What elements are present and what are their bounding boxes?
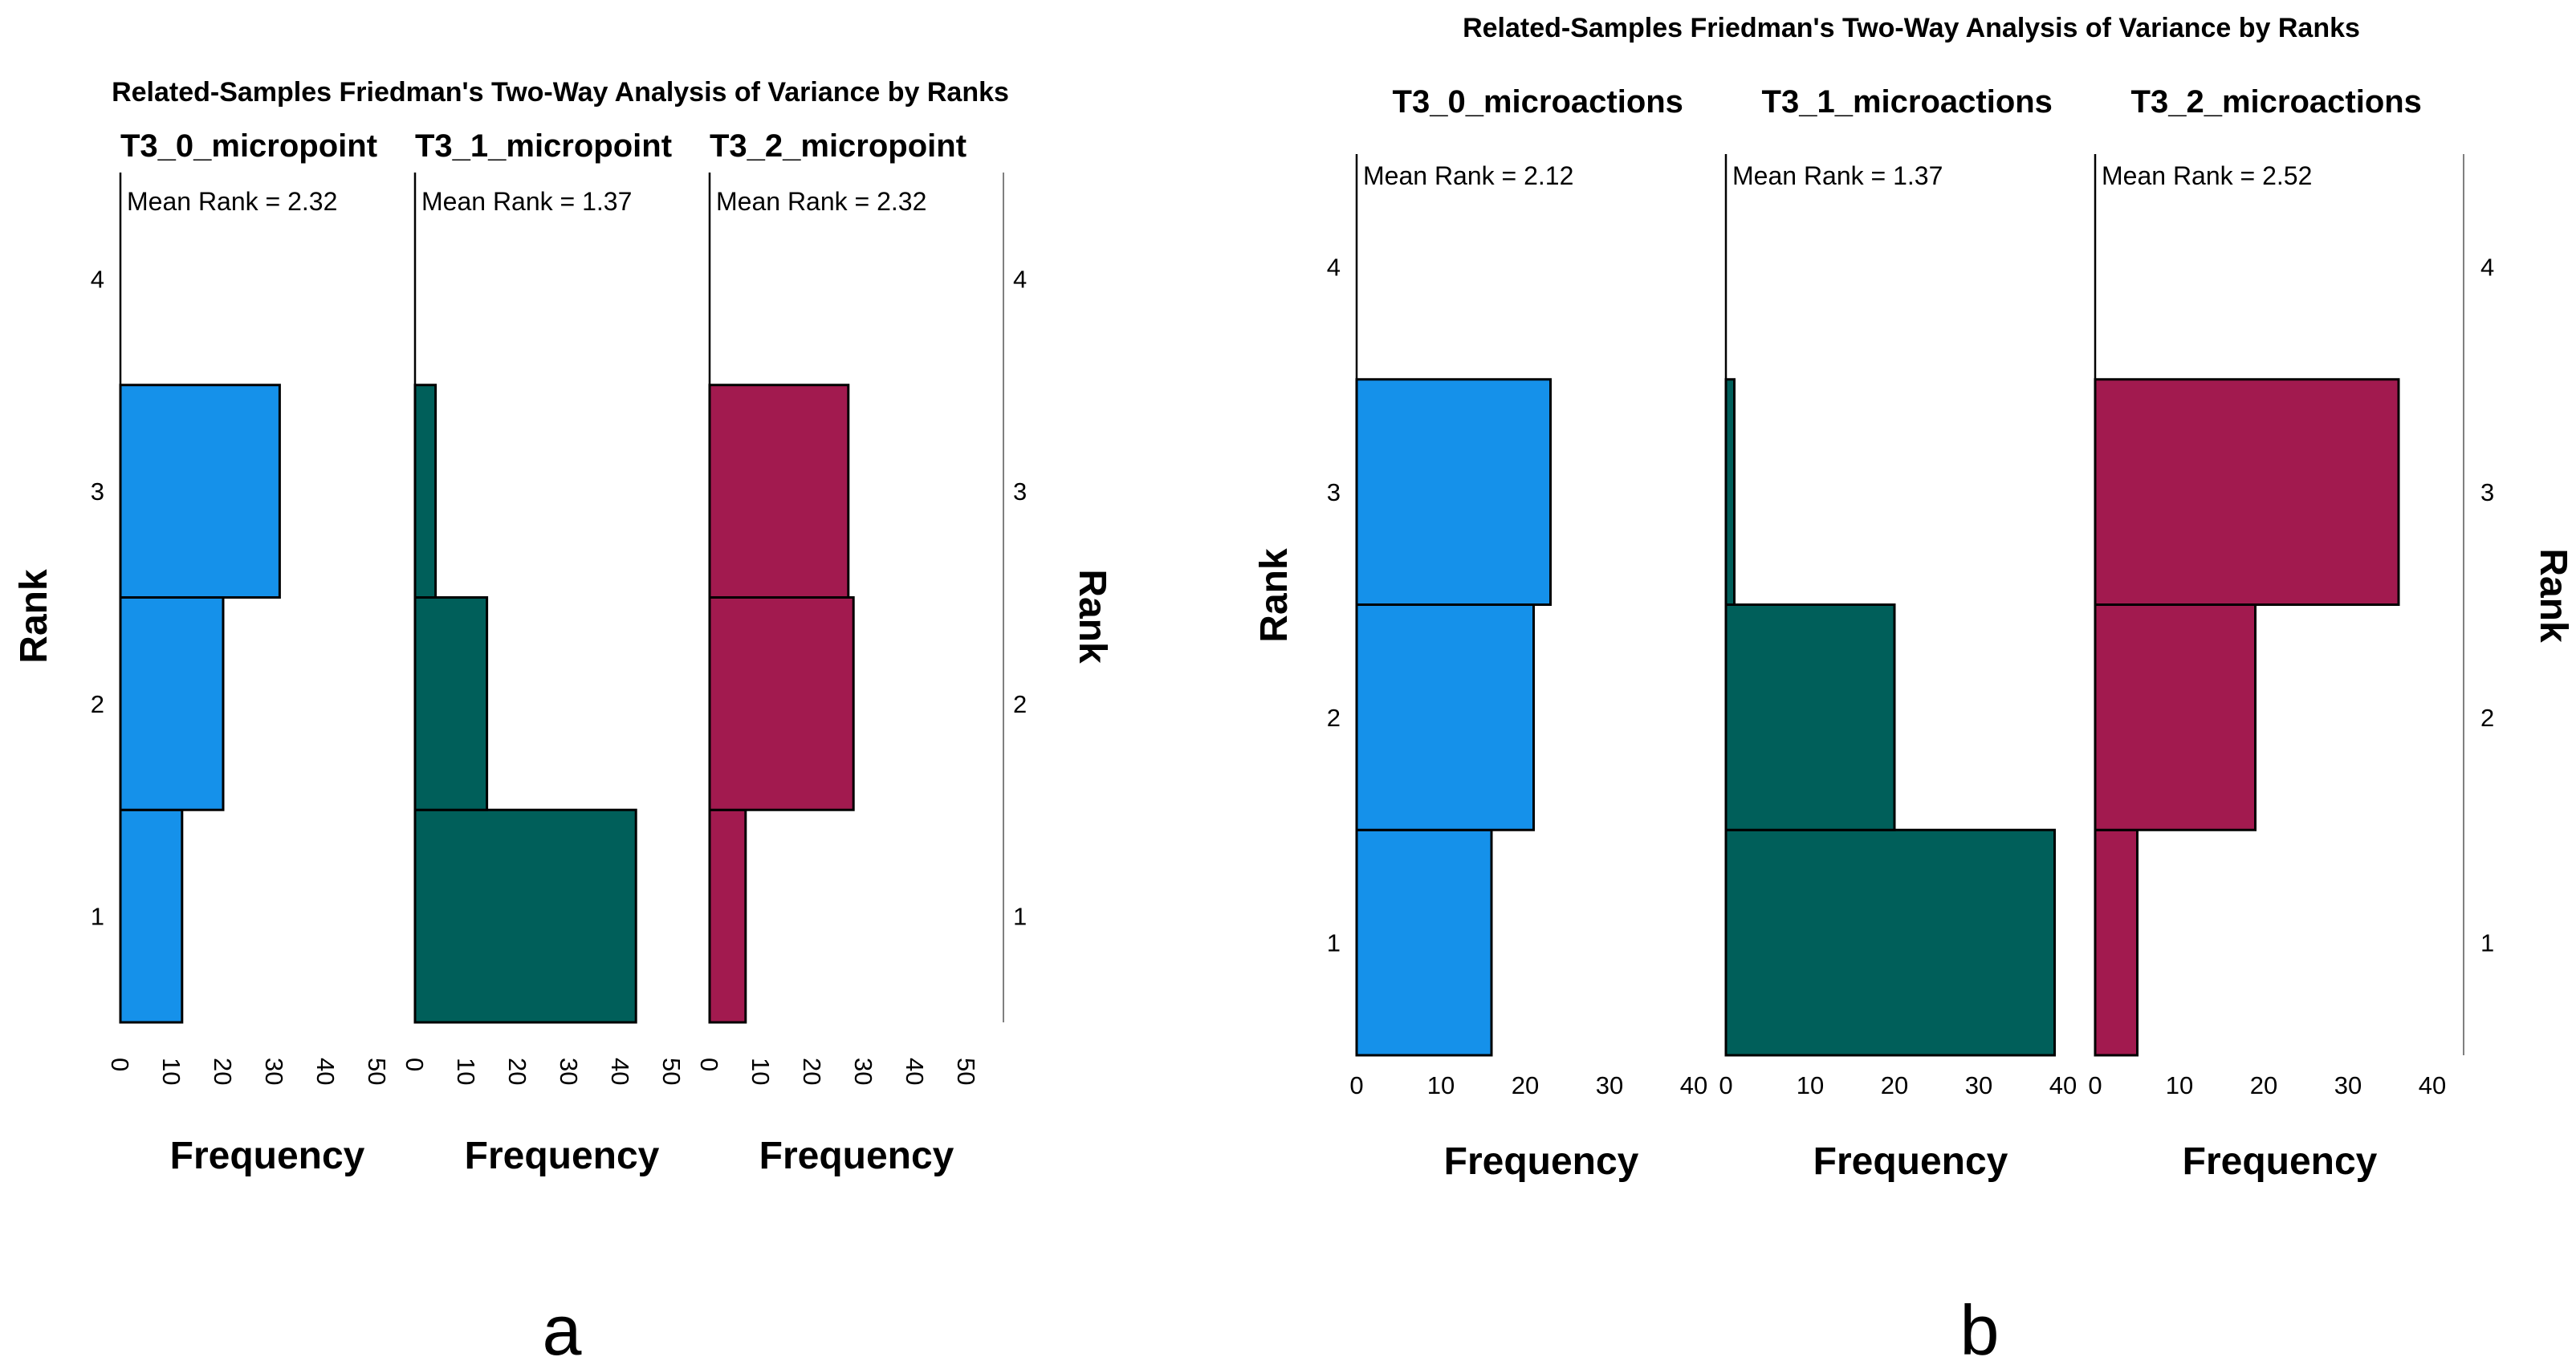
bar-T3_0_microactions-rank-1 [1355,828,1493,1057]
rank-tick-label-right: 4 [1013,265,1027,293]
x-axis-label: Frequency [170,1135,365,1177]
rank-tick-label: 4 [91,265,104,293]
x-tick-label: 50 [657,1058,686,1085]
mean-rank-label: Mean Rank = 2.32 [716,187,926,216]
x-tick-label: 20 [2250,1071,2277,1099]
bar-T3_2_micropoint-rank-2 [708,596,855,811]
x-tick-label: 30 [1965,1071,1992,1099]
rank-tick-label-right: 1 [1013,903,1027,931]
y-axis-label: Rank [13,569,55,664]
bar-T3_2_micropoint-rank-1 [708,808,747,1024]
x-tick-label: 50 [952,1058,980,1085]
bar-T3_1_microactions-rank-1 [1724,828,2056,1057]
x-tick-label: 30 [260,1058,288,1085]
rank-tick-label-right: 3 [2480,478,2494,506]
x-tick-label: 40 [901,1058,929,1085]
x-tick-label: 10 [747,1058,775,1085]
series-header: T3_2_micropoint [710,128,967,164]
rank-tick-label: 3 [1327,478,1341,506]
x-tick-label: 40 [1680,1071,1707,1099]
rank-tick-label: 2 [91,690,104,718]
rank-tick-label-right: 2 [1013,690,1027,718]
series-header: T3_1_micropoint [415,128,672,164]
rank-tick-label-right: 3 [1013,477,1027,506]
rank-tick-label: 4 [1327,253,1341,281]
bar-T3_2_microactions-rank-1 [2094,828,2139,1057]
x-tick-label: 20 [798,1058,826,1085]
x-tick-label: 10 [1427,1071,1455,1099]
rank-tick-label-right: 1 [2480,929,2494,957]
x-tick-label: 30 [849,1058,877,1085]
x-axis-label: Frequency [465,1135,660,1177]
x-tick-label: 30 [555,1058,583,1085]
bar-T3_0_micropoint-rank-1 [119,808,184,1024]
chart-title: Related-Samples Friedman's Two-Way Analy… [112,77,1009,108]
series-header: T3_2_microactions [2131,84,2422,120]
series-header: T3_1_microactions [1762,84,2053,120]
bar-T3_1_micropoint-rank-1 [413,808,637,1024]
x-tick-label: 40 [606,1058,634,1085]
mean-rank-label: Mean Rank = 2.12 [1363,161,1573,190]
y-axis-label-right: Rank [2532,548,2574,643]
x-tick-label: 40 [2419,1071,2446,1099]
x-axis-label: Frequency [759,1135,954,1177]
mean-rank-label: Mean Rank = 1.37 [421,187,632,216]
bar-T3_0_microactions-rank-3 [1355,378,1552,606]
x-tick-label: 10 [1797,1071,1824,1099]
bar-T3_1_micropoint-rank-3 [413,384,437,599]
x-tick-label: 50 [363,1058,391,1085]
x-axis-label: Frequency [2183,1140,2378,1183]
bar-T3_1_microactions-rank-3 [1724,378,1736,606]
y-axis-label: Rank [1253,548,1296,643]
panel-letter: a [543,1290,582,1361]
x-tick-label: 10 [2166,1071,2193,1099]
x-tick-label: 10 [157,1058,185,1085]
x-tick-label: 0 [1719,1071,1732,1099]
bar-T3_0_micropoint-rank-2 [119,596,225,811]
rank-tick-label: 2 [1327,704,1341,732]
x-tick-label: 0 [401,1058,429,1071]
x-tick-label: 30 [2334,1071,2362,1099]
x-tick-label: 20 [209,1058,237,1085]
rank-tick-label: 3 [91,477,104,506]
bar-T3_1_microactions-rank-2 [1724,603,1896,831]
bar-T3_0_micropoint-rank-3 [119,384,281,599]
bar-T3_2_microactions-rank-3 [2094,378,2400,606]
rank-tick-label-right: 4 [2480,253,2494,281]
bar-T3_1_micropoint-rank-2 [413,596,489,811]
x-tick-label: 0 [2088,1071,2102,1099]
rank-tick-label: 1 [91,903,104,931]
mean-rank-label: Mean Rank = 2.52 [2102,161,2312,190]
x-tick-label: 40 [311,1058,340,1085]
chart-title: Related-Samples Friedman's Two-Way Analy… [1463,13,2360,43]
rank-tick-label-right: 2 [2480,704,2494,732]
x-tick-label: 0 [1349,1071,1363,1099]
bar-T3_2_micropoint-rank-3 [708,384,850,599]
panel-letter: b [1960,1290,2000,1361]
x-tick-label: 20 [1512,1071,1539,1099]
y-axis-label-right: Rank [1071,569,1113,664]
x-tick-label: 30 [1596,1071,1623,1099]
series-header: T3_0_microactions [1393,84,1683,120]
x-tick-label: 40 [2049,1071,2077,1099]
x-tick-label: 20 [503,1058,531,1085]
x-axis-label: Frequency [1444,1140,1639,1183]
x-axis-label: Frequency [1813,1140,2008,1183]
bar-T3_0_microactions-rank-2 [1355,603,1535,831]
mean-rank-label: Mean Rank = 1.37 [1732,161,1943,190]
x-tick-label: 0 [695,1058,723,1071]
rank-tick-label: 1 [1327,929,1341,957]
series-header: T3_0_micropoint [120,128,377,164]
x-tick-label: 20 [1881,1071,1908,1099]
x-tick-label: 10 [452,1058,480,1085]
x-tick-label: 0 [106,1058,134,1071]
mean-rank-label: Mean Rank = 2.32 [127,187,337,216]
bar-T3_2_microactions-rank-2 [2094,603,2257,831]
